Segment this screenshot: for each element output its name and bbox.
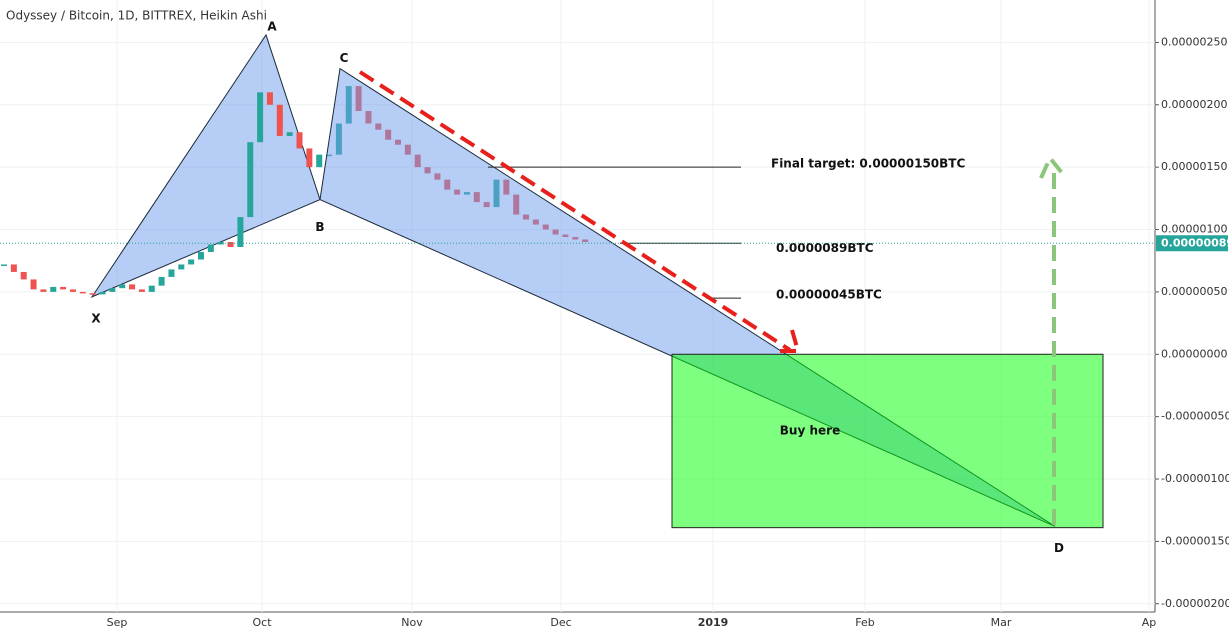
pattern-point-label: B — [315, 220, 324, 234]
candle — [237, 217, 244, 247]
level-label: 0.0000089BTC — [776, 241, 874, 255]
candle — [316, 154, 323, 168]
candle — [207, 244, 214, 252]
candle — [60, 286, 67, 290]
candle — [266, 92, 273, 105]
pattern-point-label: D — [1054, 541, 1064, 555]
candle — [40, 289, 47, 292]
candle — [79, 291, 86, 294]
y-tick-label: -0.00000150 — [1161, 534, 1229, 547]
candle — [217, 242, 224, 245]
candle — [30, 279, 37, 290]
pattern-point-label: X — [91, 311, 101, 325]
chart-title: Odyssey / Bitcoin, 1D, BITTREX, Heikin A… — [6, 9, 267, 23]
y-tick-label: 0.00000200 — [1161, 98, 1227, 111]
pattern-xab — [90, 33, 321, 299]
candle — [276, 104, 283, 136]
current-price-tag — [1156, 235, 1228, 252]
candle — [89, 293, 96, 295]
pattern-point-label: C — [340, 51, 349, 65]
candle — [99, 291, 106, 295]
x-tick-label: 2019 — [698, 616, 729, 629]
candle — [20, 271, 27, 280]
x-tick-label: Nov — [401, 616, 423, 629]
candle — [148, 285, 155, 292]
x-tick-label: Feb — [855, 616, 874, 629]
candle — [138, 289, 145, 292]
x-tick-label: Mar — [991, 616, 1012, 629]
y-tick-label: -0.00000050 — [1161, 410, 1229, 423]
green-arrow — [1039, 154, 1068, 525]
candle — [10, 264, 17, 272]
buy-zone — [671, 353, 1104, 529]
candle — [69, 289, 76, 292]
candle — [198, 251, 204, 260]
candle — [158, 276, 165, 286]
candle — [129, 284, 136, 290]
candle — [257, 92, 264, 143]
candle — [1, 264, 7, 266]
red-arrow — [358, 70, 801, 353]
level-label: 0.00000045BTC — [776, 288, 882, 302]
candle — [50, 286, 57, 292]
candle — [286, 132, 293, 136]
x-tick-label: Oct — [252, 616, 272, 629]
candle — [188, 259, 195, 265]
y-tick-label: 0.00000050 — [1161, 285, 1227, 298]
x-tick-label: Dec — [550, 616, 571, 629]
y-tick-label: 0.00000000 — [1161, 347, 1227, 360]
y-tick-label: 0.00000250 — [1161, 35, 1227, 48]
y-tick-label: -0.00000200 — [1161, 597, 1229, 610]
x-tick-label: Ap — [1142, 616, 1157, 629]
candle — [296, 132, 303, 149]
x-tick-label: Sep — [107, 616, 128, 629]
candle — [119, 284, 126, 289]
y-tick-label: -0.00000100 — [1161, 472, 1229, 485]
current-price-label: 0.00000089 — [1161, 236, 1229, 249]
pattern-point-label: A — [267, 19, 277, 33]
candle — [247, 142, 254, 218]
candle — [306, 148, 313, 168]
y-tick-label: 0.00000100 — [1161, 223, 1227, 236]
candle — [168, 269, 175, 277]
candle — [227, 242, 234, 247]
buy-zone-label: Buy here — [780, 423, 840, 437]
candle — [178, 264, 185, 270]
y-tick-label: 0.00000150 — [1161, 160, 1227, 173]
candle — [109, 288, 116, 292]
level-label: Final target: 0.00000150BTC — [771, 157, 965, 171]
